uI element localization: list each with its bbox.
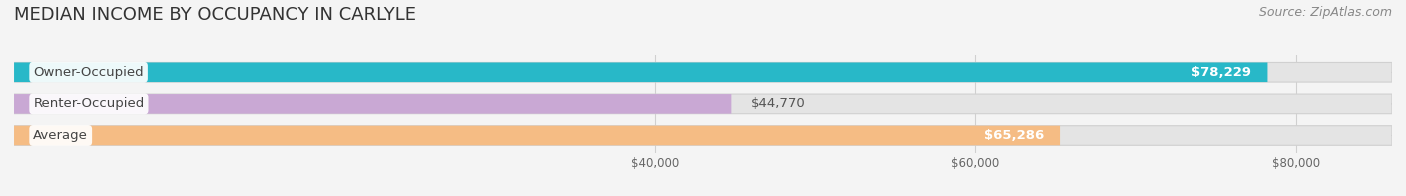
Text: Average: Average	[34, 129, 89, 142]
Text: $65,286: $65,286	[984, 129, 1045, 142]
Text: Renter-Occupied: Renter-Occupied	[34, 97, 145, 110]
FancyBboxPatch shape	[14, 63, 1392, 82]
FancyBboxPatch shape	[14, 126, 1060, 145]
Text: $44,770: $44,770	[751, 97, 806, 110]
Text: Source: ZipAtlas.com: Source: ZipAtlas.com	[1258, 6, 1392, 19]
FancyBboxPatch shape	[14, 94, 731, 114]
FancyBboxPatch shape	[14, 126, 1392, 145]
FancyBboxPatch shape	[14, 94, 1392, 114]
Text: MEDIAN INCOME BY OCCUPANCY IN CARLYLE: MEDIAN INCOME BY OCCUPANCY IN CARLYLE	[14, 6, 416, 24]
FancyBboxPatch shape	[14, 63, 1267, 82]
Text: $78,229: $78,229	[1191, 66, 1251, 79]
Text: Owner-Occupied: Owner-Occupied	[34, 66, 143, 79]
